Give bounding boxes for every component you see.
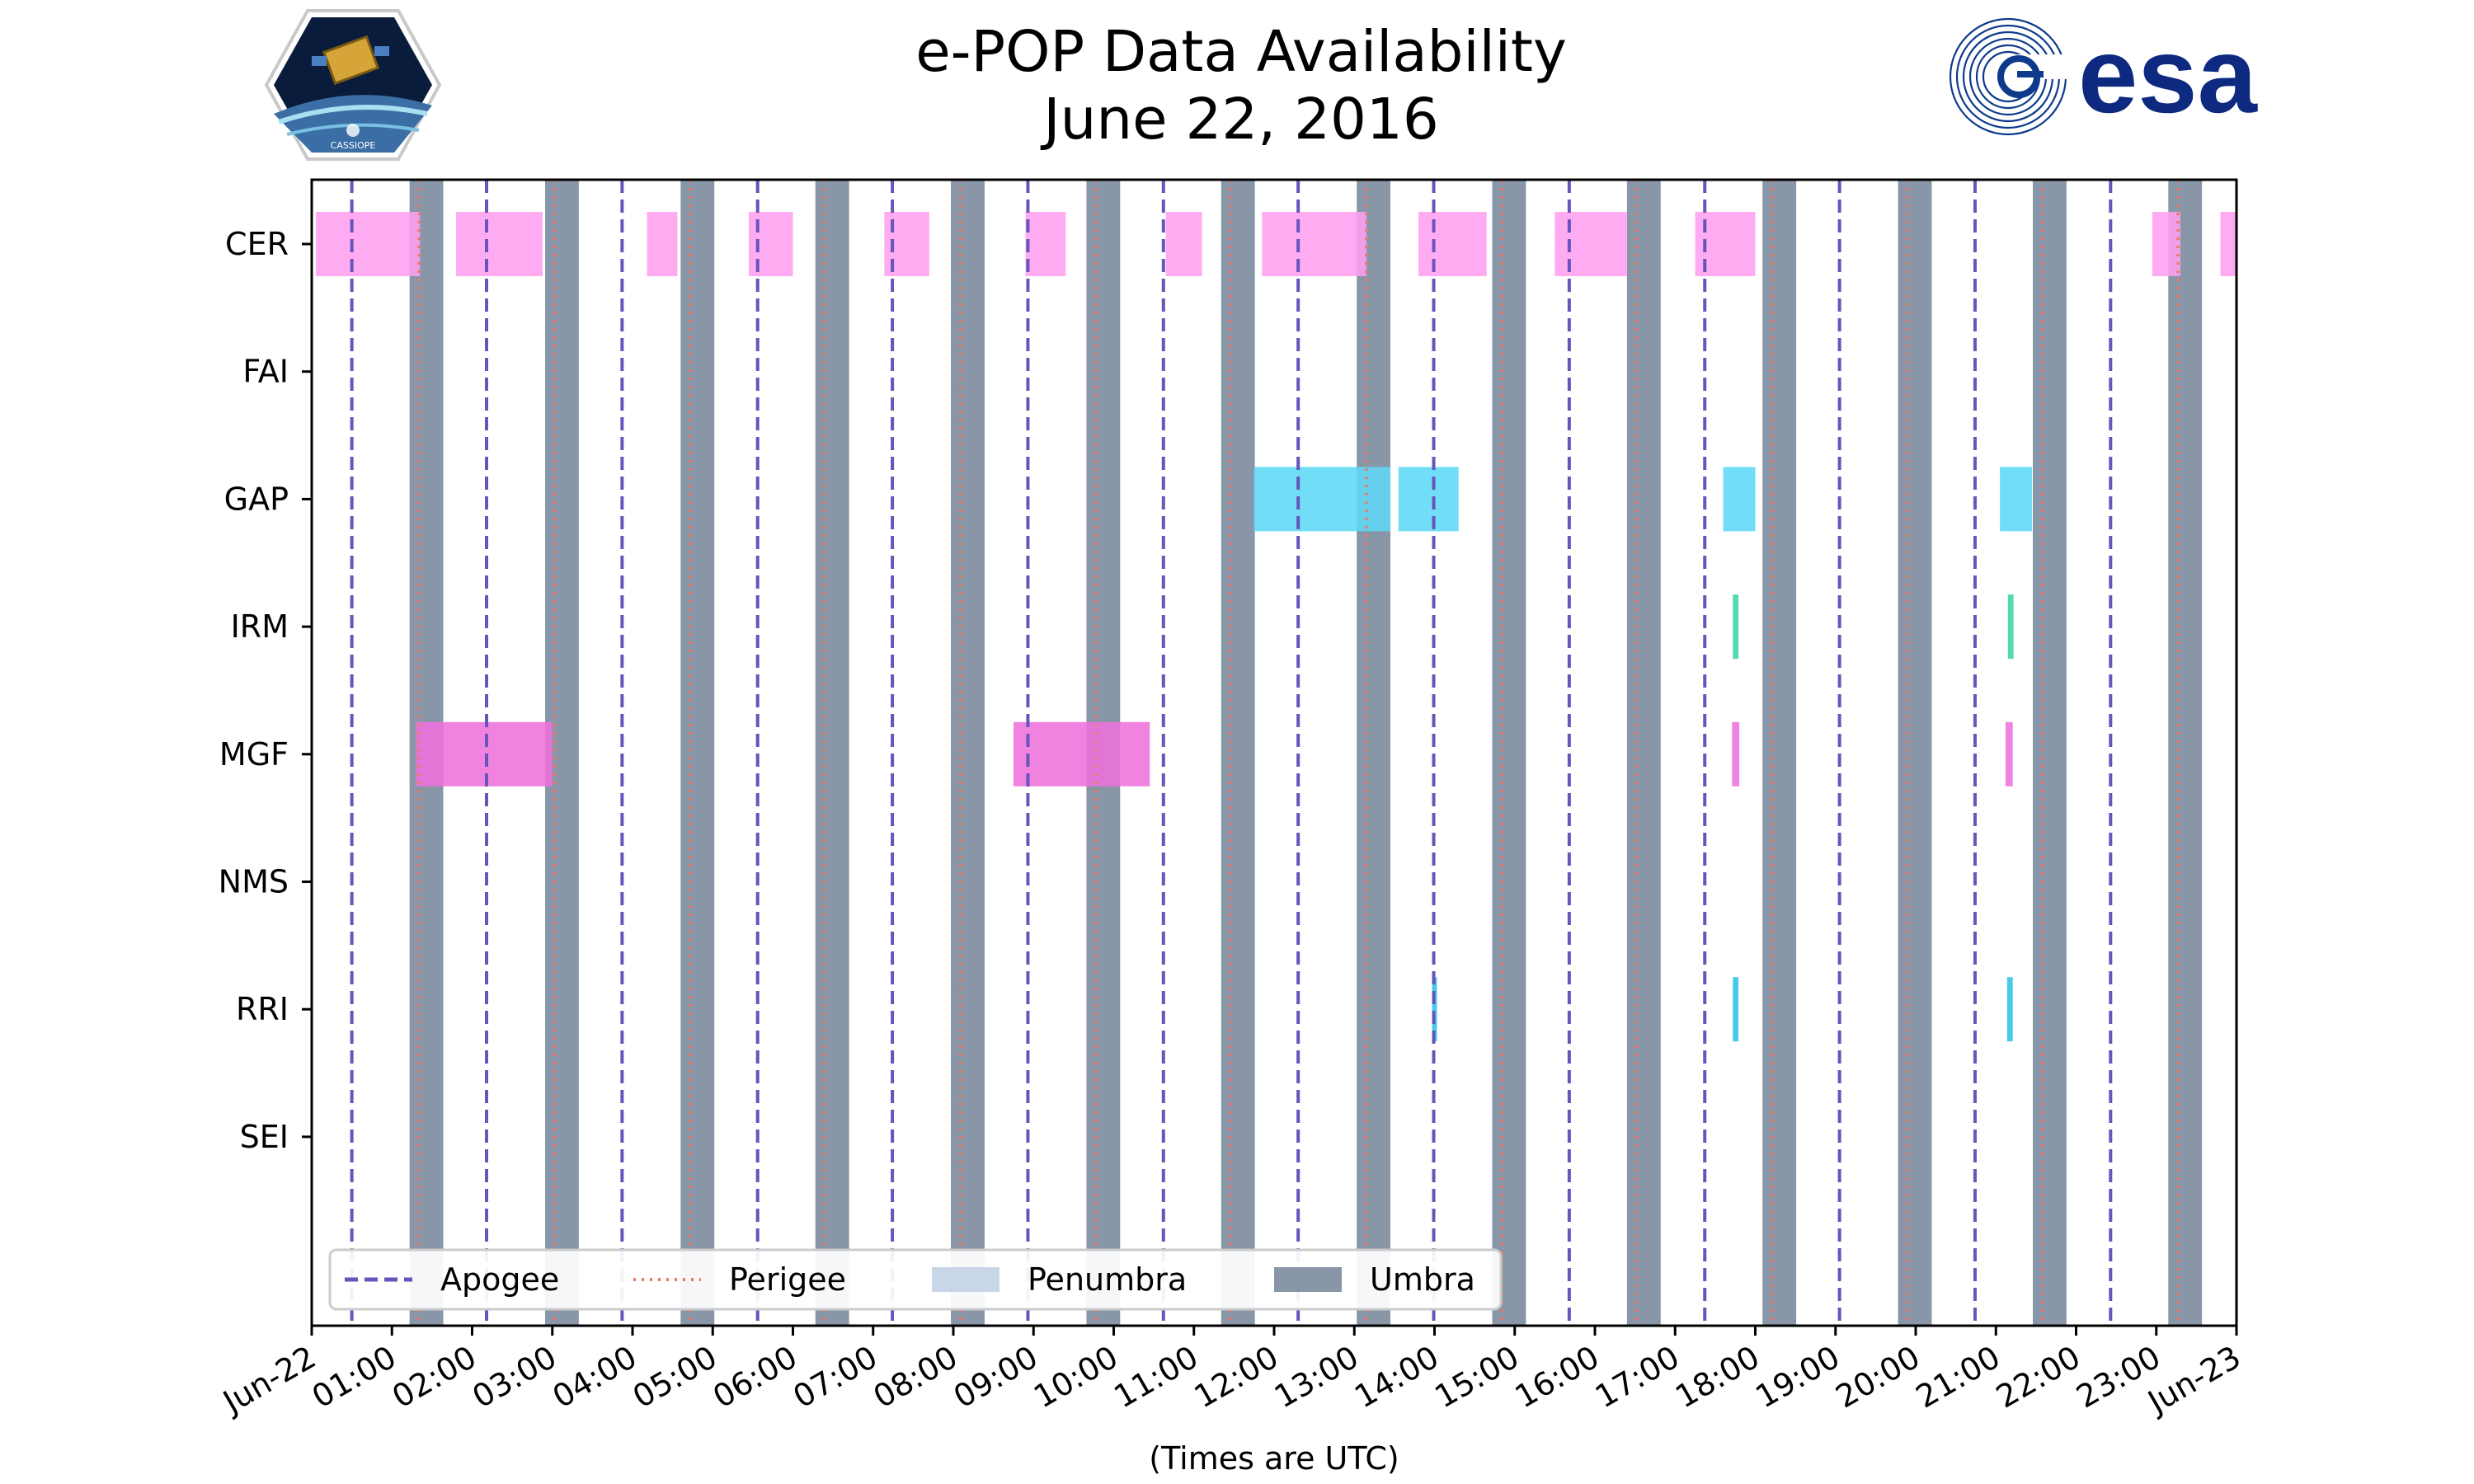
x-tick-label: 13:00 [1268,1339,1365,1416]
x-tick-label: 21:00 [1910,1339,2006,1416]
y-tick-label: CER [225,226,289,262]
x-tick-label: 22:00 [1990,1339,2086,1416]
y-tick-label: FAI [242,354,289,390]
data-bar-cer [1025,212,1066,276]
umbra-band [1492,180,1526,1326]
data-bar-cer [315,212,421,276]
umbra-band [1898,180,1932,1326]
legend-box [328,1248,1503,1311]
umbra-layer [409,180,2203,1326]
x-tick-label: 15:00 [1428,1339,1525,1416]
y-tick-label: MGF [219,736,289,773]
umbra-band [1357,180,1391,1326]
x-tick-label: 04:00 [547,1339,643,1416]
data-bar-mgf [1013,721,1150,787]
umbra-band [680,180,715,1326]
x-tick-label: 02:00 [386,1339,482,1416]
data-bar-cer [749,212,793,276]
umbra-band [951,180,985,1326]
x-tick-label: 06:00 [707,1339,803,1416]
data-bar-cer [1418,212,1487,276]
data-bar-cer [2152,212,2180,276]
y-tick-label: IRM [231,608,289,645]
legend-label: Penumbra [1028,1261,1187,1298]
data-bar-mgf [416,721,553,787]
data-bar-cer [2220,212,2236,276]
data-bar-rri [1733,977,1739,1042]
data-bar-cer [1165,212,1202,276]
x-tick-label: 03:00 [466,1339,562,1416]
legend-label: Perigee [729,1261,846,1298]
x-tick-label: 20:00 [1830,1339,1926,1416]
legend-item-umbra: Umbra [1274,1261,1475,1298]
data-bar-cer [456,212,543,276]
x-axis-label: (Times are UTC) [1149,1440,1399,1477]
x-tick-label: 19:00 [1749,1339,1846,1416]
x-tick-label: Jun-22 [216,1339,322,1421]
esa-logo: esa [1949,15,2259,136]
data-bar-cer [1554,212,1627,276]
x-tick-label: 08:00 [868,1339,964,1416]
data-bar-mgf [2005,721,2013,787]
x-tick-label: 17:00 [1589,1339,1686,1416]
umbra-band [815,180,849,1326]
data-bar-cer [647,212,678,276]
data-bar-rri [1432,977,1437,1042]
y-tick-label: GAP [224,481,289,517]
x-tick-label: 18:00 [1669,1339,1766,1416]
umbra-band [1221,180,1255,1326]
cassiope-logo-text: CASSIOPE [331,140,376,151]
cassiope-logo: CASSIOPE [264,9,442,161]
legend-swatch-umbra [1274,1267,1342,1292]
data-bar-mgf [1732,721,1740,787]
x-tick-label: 14:00 [1348,1339,1445,1416]
legend-label: Apogee [440,1261,559,1298]
data-bar-rri [2006,977,2013,1042]
y-tick-label: NMS [219,864,289,900]
chart-subtitle: June 22, 2016 [1043,87,1439,153]
x-tick-label: 12:00 [1188,1339,1285,1416]
esa-logo-text: esa [2078,15,2259,135]
orbit-lines [350,180,2180,1326]
x-tick-label: 11:00 [1108,1339,1204,1416]
legend-item-penumbra: Penumbra [932,1261,1187,1298]
chart-title-main: e-POP Data Availability [915,19,1567,85]
legend-label: Umbra [1370,1261,1475,1298]
x-tick-label: 01:00 [306,1339,402,1416]
data-bar-gap [2000,467,2033,532]
x-tick-label: 09:00 [948,1339,1044,1416]
chart-title: e-POP Data Availability June 22, 2016 [660,18,1823,153]
data-bar-gap [1398,467,1459,532]
data-bar-cer [1262,212,1366,276]
legend: Apogee Perigee Penumbra Umbra [328,1248,1503,1311]
legend-item-perigee: Perigee [633,1261,846,1298]
umbra-band [1626,180,1661,1326]
data-bar-irm [2007,594,2014,660]
data-bar-gap [1253,467,1391,532]
plot-frame [310,178,2238,1327]
legend-item-apogee: Apogee [345,1261,559,1298]
x-tick-label: 05:00 [627,1339,723,1416]
x-tick-label: 10:00 [1028,1339,1124,1416]
y-tick-label: SEI [240,1119,289,1155]
x-tick-label: 07:00 [787,1339,883,1416]
data-bar-gap [1723,467,1756,532]
data-bar-irm [1733,594,1739,660]
x-tick-label: 16:00 [1509,1339,1606,1416]
x-tick-label: Jun-23 [2141,1339,2247,1421]
legend-swatch-penumbra [932,1267,999,1292]
umbra-band [1762,180,1797,1326]
y-tick-label: RRI [236,991,289,1027]
umbra-band [2168,180,2203,1326]
umbra-band [2032,180,2067,1326]
instrument-bars [315,212,2236,1042]
